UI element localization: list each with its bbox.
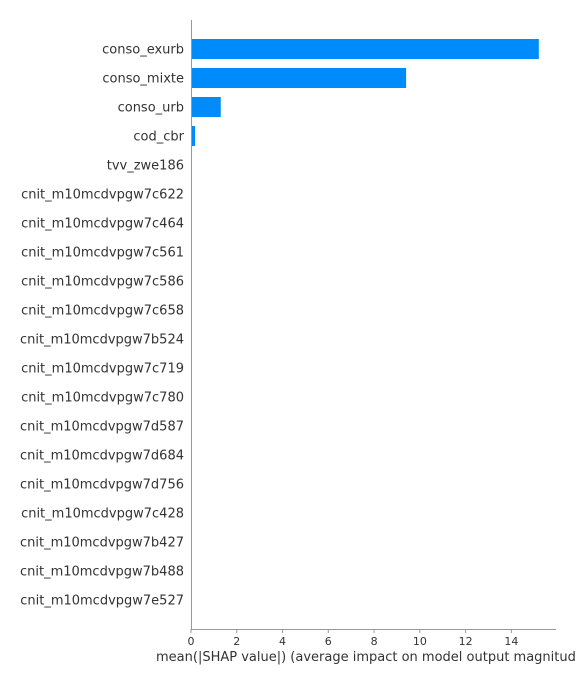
y-tick-label: cnit_m10mcdvpgw7c780 xyxy=(21,391,184,406)
y-tick-label: cnit_m10mcdvpgw7d684 xyxy=(20,449,184,464)
x-tick-label: 4 xyxy=(279,635,286,648)
y-tick-label: cnit_m10mcdvpgw7c719 xyxy=(21,362,184,377)
y-tick-labels: conso_exurb conso_mixte conso_urb cod_cbrtv… xyxy=(20,43,185,609)
y-tick-label: cnit_m10mcdvpgw7c658 xyxy=(21,304,184,319)
x-tick-label: 6 xyxy=(325,635,332,648)
y-tick-label: cnit_m10mcdvpgw7b427 xyxy=(20,536,184,551)
y-tick-label: cnit_m10mcdvpgw7c561 xyxy=(21,246,184,261)
y-tick-label: cnit_m10mcdvpgw7d587 xyxy=(20,420,184,435)
y-tick-label: cnit_m10mcdvpgw7b488 xyxy=(20,565,184,580)
x-tick-label: 10 xyxy=(413,635,427,648)
bar xyxy=(191,126,196,146)
y-tick-label: cnit_m10mcdvpgw7e527 xyxy=(20,594,184,609)
y-tick-label: conso_exurb xyxy=(102,43,184,58)
x-axis-label: mean(|SHAP value|) (average impact on mo… xyxy=(156,650,576,665)
bars-layer xyxy=(191,39,539,146)
y-tick-label: cnit_m10mcdvpgw7c586 xyxy=(21,275,184,290)
y-tick-label: conso_urb xyxy=(118,101,184,116)
y-tick-label: cod_cbr xyxy=(133,130,184,145)
x-tick-label: 0 xyxy=(188,635,195,648)
x-tick-label: 8 xyxy=(371,635,378,648)
axes xyxy=(191,20,556,630)
bar xyxy=(191,39,539,59)
y-tick-label: cnit_m10mcdvpgw7c428 xyxy=(21,507,184,522)
x-tick-label: 14 xyxy=(504,635,518,648)
x-ticks: 0 2 4 6 8 10 12 14 xyxy=(188,629,518,648)
bar xyxy=(191,97,221,117)
x-tick-label: 2 xyxy=(233,635,240,648)
y-tick-label: conso_mixte xyxy=(102,72,184,87)
y-tick-label: cnit_m10mcdvpgw7c622 xyxy=(21,188,184,203)
y-tick-label: cnit_m10mcdvpgw7b524 xyxy=(20,333,184,348)
y-tick-label: tvv_zwe186 xyxy=(107,159,184,174)
x-tick-label: 12 xyxy=(459,635,473,648)
y-tick-label: cnit_m10mcdvpgw7d756 xyxy=(20,478,184,493)
bar xyxy=(191,68,407,88)
y-tick-label: cnit_m10mcdvpgw7c464 xyxy=(21,217,184,232)
